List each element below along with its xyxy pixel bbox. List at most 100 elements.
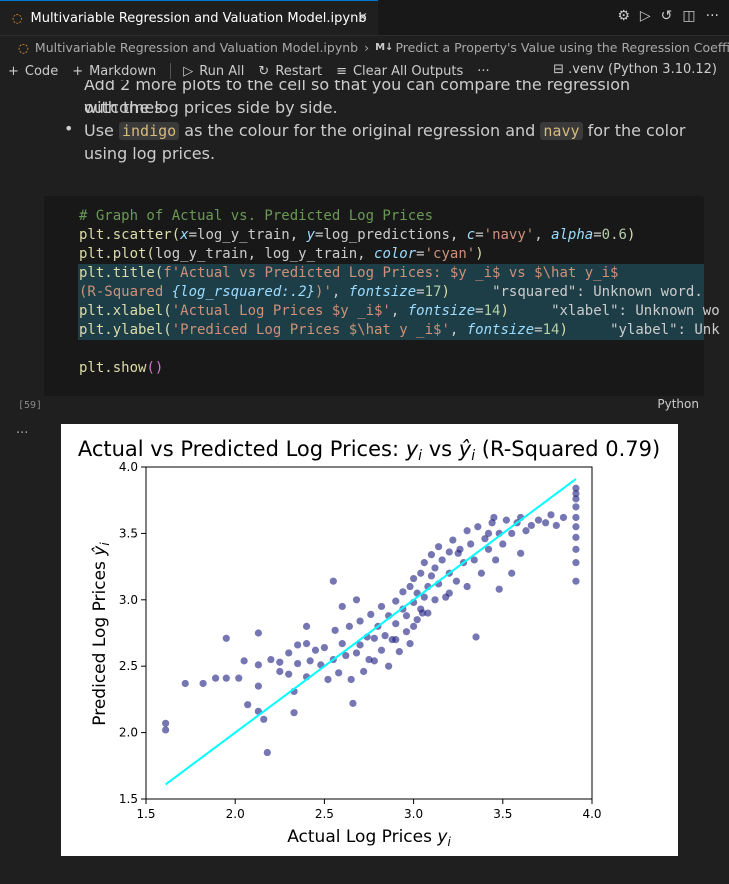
- clear-outputs-label: Clear All Outputs: [352, 63, 464, 79]
- scatter-point: [445, 548, 453, 556]
- y-tick-label: 3.0: [119, 593, 138, 607]
- y-tick-label: 2.5: [119, 659, 138, 673]
- y-axis-ticks: 1.5 2.0 2.5 3.0 3.5 4.0: [119, 460, 146, 806]
- v: ,: [331, 284, 349, 300]
- scatter-point: [572, 484, 580, 492]
- scatter-point: [294, 659, 302, 668]
- scatter-point: [463, 582, 471, 591]
- scatter-point: [484, 529, 493, 537]
- y-tick-label: 2.0: [119, 726, 138, 740]
- scatter-point: [285, 649, 293, 657]
- scatter-point: [572, 523, 580, 531]
- fn: plt.scatter(: [79, 227, 181, 243]
- code-line-6: plt.xlabel('Actual Log Prices $y _i$', f…: [79, 302, 720, 321]
- code-line-4: plt.title(f'Actual vs Predicted Log Pric…: [79, 264, 618, 283]
- scatter-point: [559, 513, 568, 522]
- v: ,: [390, 303, 408, 319]
- scatter-point: [367, 610, 375, 619]
- restart-button[interactable]: ↻ Restart: [258, 64, 322, 79]
- scatter-plot-output: Actual vs Predicted Log Prices: yi vs ŷi…: [61, 424, 678, 856]
- spell-warning: "xlabel": Unknown wo: [551, 303, 720, 319]
- scatter-point: [352, 596, 361, 604]
- scatter-point: [477, 569, 485, 577]
- scatter-point: [347, 675, 355, 684]
- markdown-line-3: Use indigo as the colour for the origina…: [84, 119, 704, 143]
- x-tick-label: 3.0: [404, 807, 423, 821]
- scatter-point: [399, 588, 407, 596]
- add-code-cell-button[interactable]: + Code: [8, 64, 58, 79]
- output-actions-icon[interactable]: ···: [16, 426, 29, 441]
- execution-count: [59]: [18, 400, 43, 411]
- y-tick-label: 3.5: [119, 526, 138, 540]
- scatter-point: [342, 651, 350, 660]
- plus-icon: +: [8, 63, 19, 79]
- y-tick-label: 4.0: [119, 460, 138, 474]
- scatter-point: [431, 596, 439, 604]
- editor-actions: ⚙ ▷ ↺ ◫ ···: [617, 8, 719, 24]
- scatter-point: [392, 620, 400, 628]
- scatter-point: [254, 661, 262, 669]
- scatter-point: [547, 511, 555, 519]
- spell-warning: "ylabel": Unk: [610, 322, 720, 338]
- scatter-point: [377, 646, 386, 654]
- scatter-point: [352, 649, 361, 657]
- v: =: [475, 227, 484, 243]
- add-markdown-label: Markdown: [89, 63, 157, 79]
- code-line-7: plt.ylabel('Prediced Log Prices $\hat y …: [79, 321, 720, 340]
- split-editor-icon[interactable]: ◫: [682, 8, 696, 24]
- notebook-toolbar: + Code + Markdown ▷ Run All ↻ Restart ≡ Clear…: [0, 59, 729, 83]
- more-actions-icon[interactable]: ···: [705, 8, 719, 24]
- more-toolbar-button[interactable]: ···: [477, 63, 490, 79]
- num: 17: [424, 284, 442, 300]
- markdown-cell[interactable]: Add 2 more plots to the cell so that you…: [0, 80, 729, 180]
- run-all-icon: ▷: [183, 63, 194, 79]
- settings-gear-icon[interactable]: ⚙: [617, 8, 630, 24]
- scatter-point: [276, 658, 284, 666]
- scatter-point: [467, 540, 475, 548]
- scatter-point: [452, 577, 461, 585]
- x-axis-label: Actual Log Prices yi: [287, 827, 451, 849]
- clear-outputs-button[interactable]: ≡ Clear All Outputs: [336, 64, 463, 79]
- history-icon[interactable]: ↺: [660, 8, 673, 24]
- scatter-point: [324, 675, 332, 684]
- inline-code: indigo: [118, 122, 180, 140]
- run-all-button[interactable]: ▷ Run All: [183, 64, 244, 79]
- active-editor-tab[interactable]: ◌ Multivariable Regression and Valuation…: [0, 0, 378, 35]
- cell-language[interactable]: Python: [657, 397, 699, 411]
- scatter-point: [331, 626, 339, 634]
- text: as the colour for the original regressio…: [184, 121, 536, 140]
- spell-warning: "rsquared": Unknown word.: [492, 284, 703, 300]
- scatter-point: [427, 551, 436, 559]
- scatter-point: [276, 667, 284, 676]
- run-icon[interactable]: ▷: [639, 8, 651, 24]
- scatter-point: [240, 657, 248, 665]
- add-markdown-cell-button[interactable]: + Markdown: [72, 64, 156, 79]
- scatter-point: [542, 519, 550, 527]
- fmt: {log_rsquared:.2}: [171, 284, 316, 300]
- scatter-point: [306, 657, 314, 665]
- restart-label: Restart: [275, 63, 323, 79]
- code-cell[interactable]: # Graph of Actual vs. Predicted Log Pric…: [44, 196, 720, 396]
- scatter-point: [472, 633, 480, 641]
- clear-all-icon: ≡: [336, 63, 347, 79]
- fn: plt.plot(: [79, 246, 155, 262]
- scatter-point: [572, 545, 580, 553]
- scatter-point: [402, 612, 411, 620]
- scatter-point: [527, 521, 535, 530]
- scatter-point: [420, 559, 428, 567]
- scatter-point: [244, 701, 252, 709]
- breadcrumb-section[interactable]: Predict a Property's Value using the Reg…: [395, 39, 729, 55]
- breadcrumb-file[interactable]: Multivariable Regression and Valuation M…: [34, 39, 359, 55]
- scatter-point: [463, 527, 471, 535]
- bullet: •: [64, 119, 74, 138]
- scatter-point: [402, 628, 411, 636]
- kernel-picker[interactable]: ⊟ .venv (Python 3.10.12): [553, 62, 717, 77]
- kw: alpha: [551, 227, 594, 243]
- scatter-point: [417, 569, 425, 577]
- scatter-point: [338, 602, 346, 611]
- str: 'Actual Log Prices $y _i$': [171, 303, 391, 319]
- scatter-point: [302, 640, 311, 648]
- close-tab-icon[interactable]: ×: [357, 10, 368, 25]
- scatter-point: [499, 540, 507, 548]
- v: ,: [534, 227, 552, 243]
